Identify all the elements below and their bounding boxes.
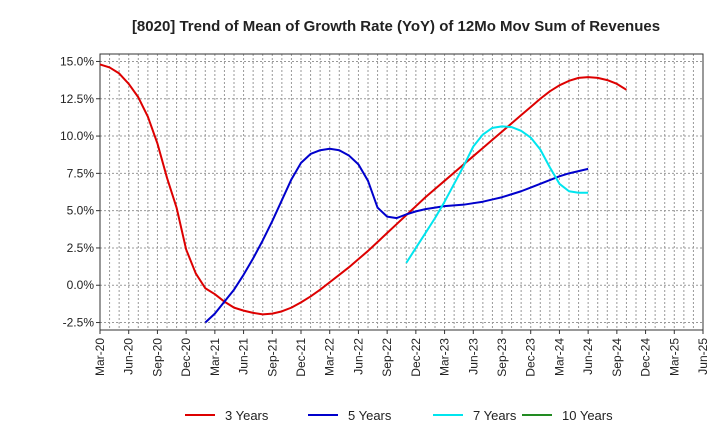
x-axis-ticks: Mar-20 Jun-20 Sep-20 Dec-20 Mar-21 Jun-21 Sep-… bbox=[93, 330, 710, 377]
legend-label-3-years: 3 Years bbox=[225, 408, 269, 423]
x-tick-label: Jun-23 bbox=[466, 338, 480, 375]
y-tick-label: 5.0% bbox=[67, 204, 95, 218]
legend-label-7-years: 7 Years bbox=[473, 408, 517, 423]
grid bbox=[100, 54, 703, 330]
x-tick-label: Jun-21 bbox=[237, 338, 251, 375]
chart-title: [8020] Trend of Mean of Growth Rate (YoY… bbox=[132, 18, 660, 35]
x-tick-label: Sep-24 bbox=[610, 338, 624, 377]
x-tick-label: Mar-22 bbox=[323, 338, 337, 376]
x-tick-label: Jun-25 bbox=[696, 338, 710, 375]
x-tick-label: Mar-23 bbox=[438, 338, 452, 376]
y-axis-ticks: 15.0% 12.5% 10.0% 7.5% 5.0% 2.5% 0.0% -2.5% bbox=[60, 54, 100, 330]
y-tick-label: 10.0% bbox=[60, 129, 94, 143]
y-tick-label: 7.5% bbox=[67, 166, 95, 180]
y-tick-label: 15.0% bbox=[60, 54, 94, 68]
series-line-5-years bbox=[204, 147, 589, 324]
x-tick-label: Dec-22 bbox=[409, 338, 423, 377]
x-tick-label: Mar-24 bbox=[552, 338, 566, 376]
series-line-7-years bbox=[405, 125, 589, 264]
legend-label-5-years: 5 Years bbox=[348, 408, 392, 423]
x-tick-label: Dec-20 bbox=[179, 338, 193, 377]
x-tick-label: Dec-21 bbox=[294, 338, 308, 377]
x-tick-label: Dec-24 bbox=[639, 338, 653, 377]
series-line-3-years bbox=[99, 63, 627, 316]
x-tick-label: Jun-22 bbox=[351, 338, 365, 375]
x-tick-label: Sep-21 bbox=[265, 338, 279, 377]
x-tick-label: Mar-21 bbox=[208, 338, 222, 376]
series-layer bbox=[99, 63, 627, 324]
y-tick-label: 2.5% bbox=[67, 241, 95, 255]
x-tick-label: Sep-23 bbox=[495, 338, 509, 377]
y-tick-label: 12.5% bbox=[60, 92, 94, 106]
x-tick-label: Mar-20 bbox=[93, 338, 107, 376]
x-tick-label: Sep-22 bbox=[380, 338, 394, 377]
y-tick-label: 0.0% bbox=[67, 278, 95, 292]
x-tick-label: Jun-20 bbox=[122, 338, 136, 375]
x-tick-label: Sep-20 bbox=[150, 338, 164, 377]
x-tick-label: Mar-25 bbox=[667, 338, 681, 376]
x-tick-label: Jun-24 bbox=[581, 338, 595, 375]
legend: 3 Years 5 Years 7 Years 10 Years bbox=[185, 408, 613, 423]
y-tick-label: -2.5% bbox=[63, 316, 95, 330]
legend-label-10-years: 10 Years bbox=[562, 408, 613, 423]
plot-area-border bbox=[99, 53, 704, 331]
x-tick-label: Dec-23 bbox=[524, 338, 538, 377]
